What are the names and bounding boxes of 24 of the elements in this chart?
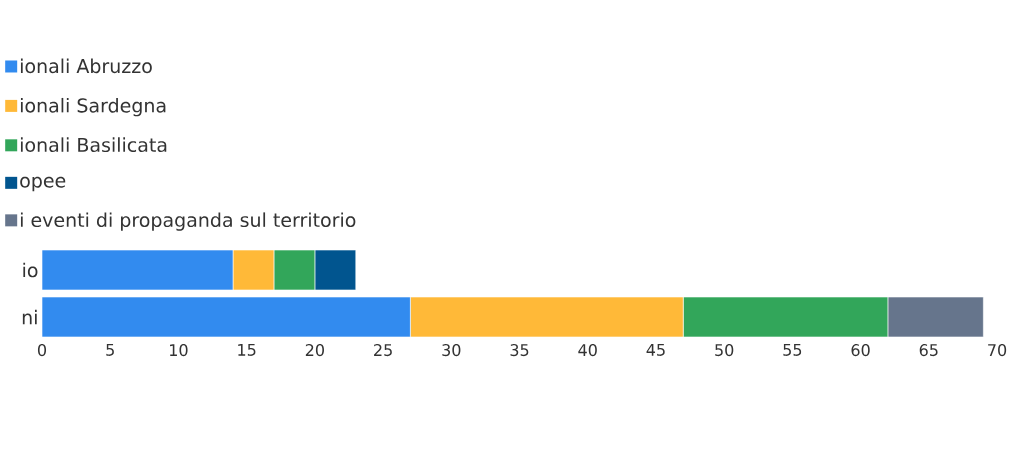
- x-tick-label: 5: [106, 344, 114, 356]
- x-tick-label: 40: [578, 344, 597, 357]
- y-tick-label: io: [23, 262, 38, 278]
- x-tick-label: 65: [919, 344, 938, 357]
- x-tick-label: 60: [851, 344, 870, 357]
- bar: [42, 296, 411, 338]
- y-tick-label: ni: [22, 309, 37, 325]
- x-tick-label: 50: [715, 344, 734, 357]
- x-tick-label: 30: [442, 344, 461, 357]
- x-tick-label: 55: [783, 344, 802, 356]
- x-tick-label: 25: [374, 344, 392, 357]
- legend-label: ionali Basilicata: [20, 137, 167, 153]
- x-tick-label: 70: [988, 344, 1007, 357]
- legend-label: ionali Abruzzo: [20, 58, 152, 74]
- x-tick-label: 20: [305, 344, 324, 357]
- legend-label: ionali Sardegna: [20, 97, 166, 117]
- x-tick-label: 10: [170, 344, 188, 357]
- bar: [42, 249, 234, 291]
- x-tick-label: 15: [238, 344, 256, 356]
- x-tick-label: 45: [646, 344, 665, 356]
- legend-label: opee: [20, 176, 66, 192]
- legend-label: i eventi di propaganda sul territorio: [20, 212, 356, 231]
- x-tick-label: 35: [510, 344, 529, 357]
- x-tick-label: 0: [37, 344, 47, 357]
